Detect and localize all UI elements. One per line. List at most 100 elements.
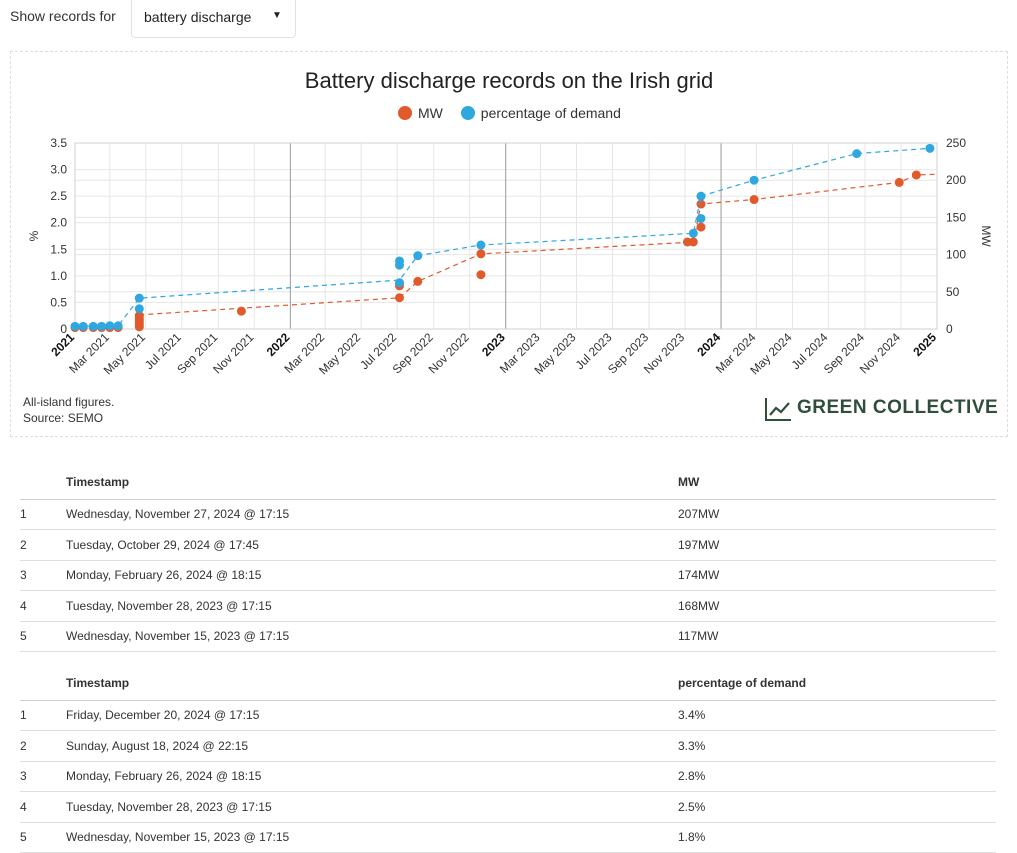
row-timestamp: Wednesday, November 27, 2024 @ 17:15 — [66, 499, 678, 530]
y-left-tick-label: 0 — [60, 322, 67, 336]
column-header-timestamp: Timestamp — [66, 466, 678, 500]
y-left-tick-label: 1.5 — [50, 242, 67, 256]
percentage-records-table: Timestamp percentage of demand 1 Friday,… — [20, 667, 996, 853]
footnote-line-2: Source: SEMO — [23, 411, 104, 425]
x-tick-label: 2021 — [48, 330, 77, 359]
row-timestamp: Sunday, August 18, 2024 @ 22:15 — [66, 730, 678, 762]
row-index: 3 — [20, 761, 66, 792]
column-header-mw: MW — [678, 466, 996, 500]
legend-swatch-percentage — [460, 106, 475, 120]
row-timestamp: Tuesday, November 28, 2023 @ 17:15 — [66, 590, 678, 622]
percentage-data-point — [413, 251, 423, 261]
row-timestamp: Wednesday, November 15, 2023 @ 17:15 — [66, 621, 678, 652]
footnote-line-1: All-island figures. — [23, 395, 115, 409]
column-header-timestamp: Timestamp — [66, 667, 678, 701]
percentage-data-point — [395, 278, 405, 288]
row-timestamp: Monday, February 26, 2024 @ 18:15 — [66, 761, 678, 792]
row-value: 3.4% — [678, 700, 996, 731]
percentage-trend-line — [74, 146, 938, 327]
row-index: 1 — [20, 499, 66, 530]
percentage-data-point — [134, 304, 144, 314]
mw-data-point — [413, 276, 423, 286]
y-right-tick-label: 150 — [946, 210, 966, 224]
y-left-tick-label: 3.0 — [50, 163, 67, 177]
percentage-data-point — [113, 321, 123, 331]
y-right-tick-label: 0 — [946, 322, 953, 336]
mw-data-point — [911, 170, 921, 180]
mw-data-point — [395, 293, 405, 303]
row-index: 2 — [20, 730, 66, 762]
table-row: 4 Tuesday, November 28, 2023 @ 17:15 2.5… — [20, 791, 996, 823]
table-row: 2 Sunday, August 18, 2024 @ 22:15 3.3% — [20, 730, 996, 762]
row-index: 1 — [20, 700, 66, 731]
brand-logo: GREEN COLLECTIVE — [763, 395, 998, 423]
record-type-selected: battery discharge — [144, 9, 252, 25]
record-type-select[interactable]: battery discharge ▼ — [131, 0, 296, 38]
percentage-data-point — [97, 321, 107, 331]
mw-data-point — [688, 237, 698, 247]
percentage-data-point — [88, 321, 98, 331]
column-header-index — [20, 667, 66, 701]
percentage-data-point — [476, 240, 486, 250]
legend-item-percentage[interactable]: percentage of demand — [460, 105, 621, 121]
chart-plot: 0 0.5 1.0 1.5 2.0 2.5 3.0 3.5 0 50 100 150 200 250 202… — [27, 136, 993, 377]
percentage-data-point — [105, 321, 115, 331]
legend-label-percentage: percentage of demand — [480, 105, 621, 121]
mw-data-point — [134, 311, 144, 321]
x-tick-label: 2022 — [264, 330, 293, 359]
y-left-tick-label: 2.0 — [50, 216, 67, 230]
percentage-data-point — [696, 213, 706, 223]
row-value: 2.5% — [678, 791, 996, 823]
row-value: 174MW — [678, 560, 996, 591]
filter-bar: Show records for battery discharge ▼ — [0, 0, 1017, 40]
y-left-tick-label: 2.5 — [50, 189, 67, 203]
x-tick-label: 2025 — [910, 330, 939, 359]
y-left-tick-label: 0.5 — [50, 295, 67, 309]
y-left-tick-label: 1.0 — [50, 269, 67, 283]
chart-title: Battery discharge records on the Irish g… — [304, 68, 714, 93]
percentage-data-point — [688, 228, 698, 238]
row-timestamp: Tuesday, November 28, 2023 @ 17:15 — [66, 791, 678, 823]
table-header-row: Timestamp MW — [20, 466, 996, 500]
row-value: 168MW — [678, 590, 996, 622]
mw-data-point — [476, 249, 486, 259]
mw-records-table: Timestamp MW 1 Wednesday, November 27, 2… — [20, 466, 996, 652]
percentage-data-point — [70, 321, 80, 331]
caret-down-icon: ▼ — [272, 10, 282, 21]
trend-chart-icon — [765, 398, 791, 421]
table-row: 4 Tuesday, November 28, 2023 @ 17:15 168… — [20, 590, 996, 622]
y-right-tick-label: 100 — [946, 248, 966, 262]
table-row: 1 Wednesday, November 27, 2024 @ 17:15 2… — [20, 499, 996, 530]
row-index: 4 — [20, 791, 66, 823]
row-value: 2.8% — [678, 761, 996, 792]
row-index: 4 — [20, 590, 66, 622]
mw-data-point — [476, 270, 486, 280]
table-row: 5 Wednesday, November 15, 2023 @ 17:15 1… — [20, 822, 996, 853]
row-timestamp: Friday, December 20, 2024 @ 17:15 — [66, 700, 678, 731]
row-timestamp: Wednesday, November 15, 2023 @ 17:15 — [66, 822, 678, 853]
legend-label-mw: MW — [418, 105, 443, 121]
mw-data-point — [749, 195, 759, 205]
mw-data-point — [696, 199, 706, 209]
chart-footnote: All-island figures. Source: SEMO — [23, 394, 114, 426]
y-right-tick-label: 250 — [946, 136, 966, 150]
row-index: 2 — [20, 529, 66, 561]
percentage-data-point — [749, 175, 759, 185]
row-value: 117MW — [678, 621, 996, 652]
y-right-tick-label: 200 — [946, 173, 966, 187]
row-index: 5 — [20, 822, 66, 853]
legend-swatch-mw — [398, 106, 412, 120]
row-value: 197MW — [678, 529, 996, 561]
percentage-data-point — [395, 256, 405, 266]
mw-data-point — [696, 222, 706, 232]
mw-trend-line — [139, 173, 938, 316]
x-tick-label: 2024 — [694, 330, 723, 359]
y-right-axis-label: MW — [979, 225, 993, 247]
legend-item-mw[interactable]: MW — [398, 105, 443, 121]
row-timestamp: Monday, February 26, 2024 @ 18:15 — [66, 560, 678, 591]
row-index: 3 — [20, 560, 66, 591]
percentage-data-point — [925, 143, 935, 153]
plot-area-border — [74, 142, 938, 330]
row-index: 5 — [20, 621, 66, 652]
y-left-tick-label: 3.5 — [50, 136, 67, 150]
